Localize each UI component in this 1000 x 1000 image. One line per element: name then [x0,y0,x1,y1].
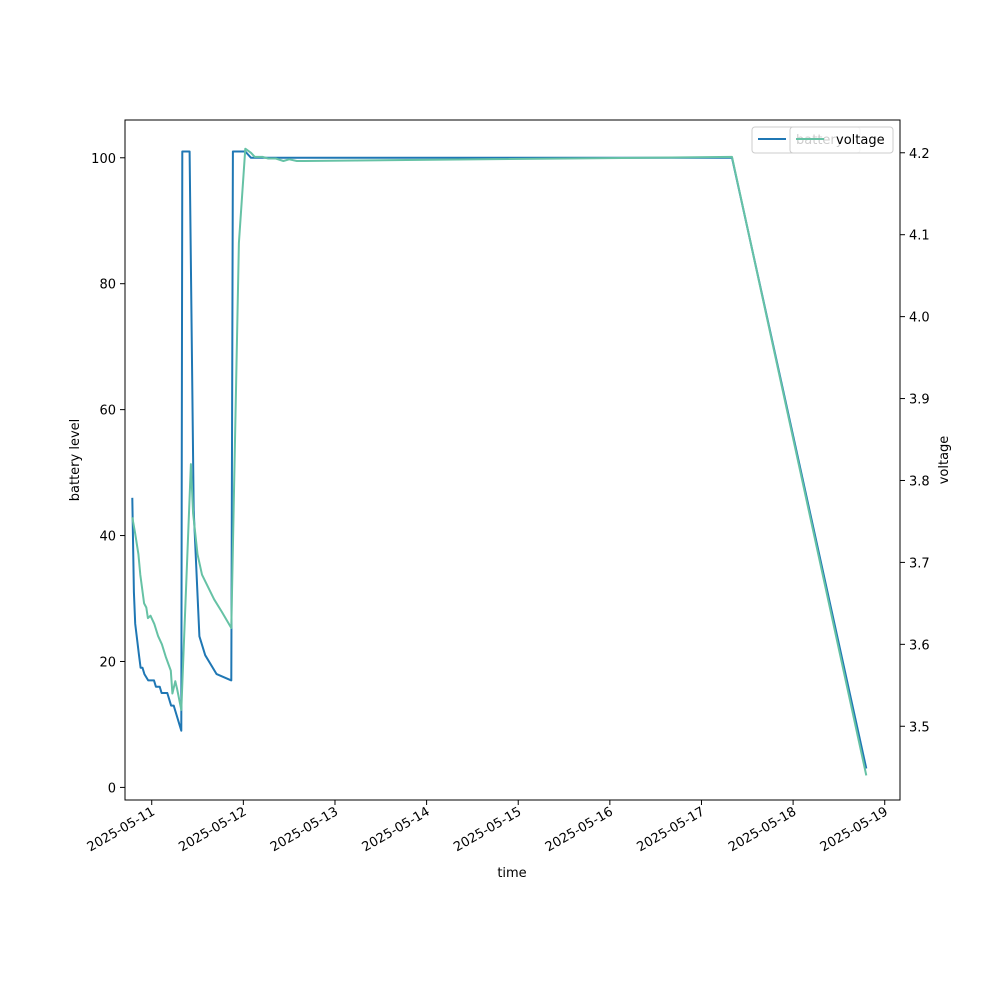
right-y-tick-label: 4.2 [909,147,930,162]
series-line-voltage [131,147,868,776]
right-y-tick-label: 3.7 [909,556,930,571]
plot-frame [124,119,901,801]
right-y-tick-label: 3.6 [909,638,930,653]
left-y-tick-label: 100 [91,152,116,167]
left-y-tick-label: 40 [99,530,116,545]
x-axis-label: time [497,866,526,881]
left-y-tick-label: 60 [99,404,116,419]
series-layer [131,147,868,776]
right-y-tick-label: 4.0 [909,311,930,326]
right-y-axis: 3.5 3.6 3.7 3.8 3.9 4.0 4.1 4.2 [900,147,930,735]
right-y-tick-label: 3.5 [909,720,930,735]
right-y-tick-label: 3.8 [909,474,930,489]
right-y-tick-label: 4.1 [909,229,930,244]
right-y-tick-label: 3.9 [909,393,930,408]
left-y-axis-label: battery level [68,419,83,502]
left-y-axis: 0 20 40 60 80 100 [91,152,125,796]
left-y-tick-label: 20 [99,655,116,670]
legend-voltage-box [789,126,894,154]
legend-voltage-label: voltage [836,133,885,148]
left-y-tick-label: 80 [99,278,116,293]
right-y-axis-label: voltage [937,436,952,485]
legend-voltage: voltage [789,126,894,154]
series-line-battery [131,150,868,769]
left-y-tick-label: 0 [108,781,116,796]
